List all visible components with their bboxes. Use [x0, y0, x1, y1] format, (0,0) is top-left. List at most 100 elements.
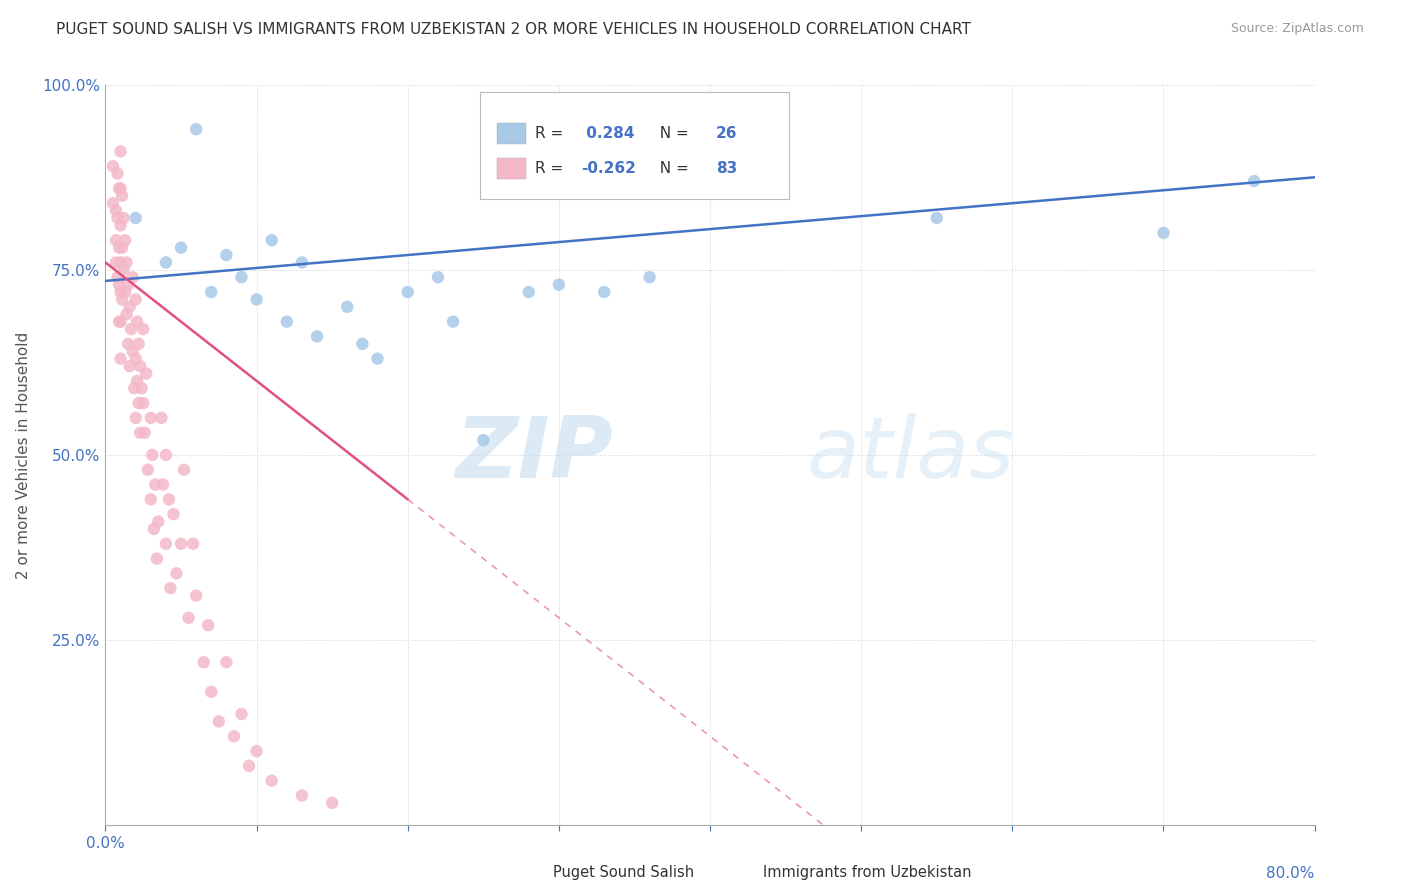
Text: Immigrants from Uzbekistan: Immigrants from Uzbekistan [763, 865, 972, 880]
Point [222, 729, 245, 743]
Point [215, 248, 238, 262]
FancyBboxPatch shape [498, 123, 526, 145]
Point [517, 285, 540, 299]
Point [352, 336, 374, 351]
Point [124, 351, 148, 366]
FancyBboxPatch shape [519, 863, 547, 884]
Point [111, 189, 134, 203]
Point [186, 122, 208, 136]
Point [117, 277, 139, 292]
Point [107, 211, 129, 225]
Point [396, 285, 419, 299]
Point [260, 233, 283, 247]
Point [105, 255, 128, 269]
Point [120, 322, 142, 336]
Text: 26: 26 [716, 127, 738, 141]
Point [129, 359, 152, 373]
Point [197, 618, 219, 632]
Point [131, 381, 153, 395]
Point [177, 611, 200, 625]
Point [193, 655, 215, 669]
Text: 80.0%: 80.0% [1267, 866, 1315, 880]
Point [110, 219, 132, 233]
Text: PUGET SOUND SALISH VS IMMIGRANTS FROM UZBEKISTAN 2 OR MORE VEHICLES IN HOUSEHOLD: PUGET SOUND SALISH VS IMMIGRANTS FROM UZ… [56, 22, 972, 37]
Point [111, 293, 134, 307]
Point [134, 425, 156, 440]
Text: Source: ZipAtlas.com: Source: ZipAtlas.com [1230, 22, 1364, 36]
Point [110, 181, 132, 195]
Point [155, 448, 177, 462]
Point [231, 706, 253, 721]
Point [105, 203, 128, 218]
Point [128, 336, 150, 351]
Point [139, 492, 162, 507]
Point [112, 211, 135, 225]
Point [114, 233, 136, 247]
Point [108, 315, 131, 329]
Text: R =: R = [534, 127, 568, 141]
Point [186, 589, 208, 603]
Point [127, 374, 149, 388]
Point [307, 329, 329, 343]
Point [107, 167, 129, 181]
Point [166, 566, 188, 581]
Text: 83: 83 [716, 161, 737, 176]
Text: R =: R = [534, 161, 568, 176]
Point [170, 241, 193, 255]
Point [121, 344, 143, 359]
Point [108, 241, 131, 255]
Point [124, 410, 148, 425]
Point [200, 285, 222, 299]
Point [118, 359, 141, 373]
Point [124, 211, 148, 225]
FancyBboxPatch shape [481, 92, 789, 200]
Point [132, 322, 155, 336]
Text: atlas: atlas [807, 413, 1015, 497]
Point [105, 233, 128, 247]
Point [159, 581, 181, 595]
Y-axis label: 2 or more Vehicles in Household: 2 or more Vehicles in Household [17, 331, 31, 579]
Point [110, 145, 132, 159]
Point [135, 367, 157, 381]
Point [111, 241, 134, 255]
Point [321, 796, 343, 810]
Point [208, 714, 231, 729]
Point [132, 396, 155, 410]
Point [152, 477, 174, 491]
Point [638, 270, 661, 285]
Point [143, 477, 166, 491]
Text: Puget Sound Salish: Puget Sound Salish [553, 865, 693, 880]
Point [291, 789, 314, 803]
Point [427, 270, 450, 285]
Point [215, 655, 238, 669]
Point [115, 307, 138, 321]
Point [128, 396, 150, 410]
Point [181, 537, 204, 551]
Point [110, 315, 132, 329]
Point [336, 300, 359, 314]
Point [1153, 226, 1175, 240]
Point [108, 181, 131, 195]
Point [101, 196, 124, 211]
Point [110, 351, 132, 366]
Point [112, 263, 135, 277]
FancyBboxPatch shape [730, 863, 758, 884]
Point [231, 270, 253, 285]
Point [118, 300, 141, 314]
Point [115, 255, 138, 269]
Point [441, 315, 464, 329]
Point [142, 522, 165, 536]
Point [146, 551, 169, 566]
Point [173, 463, 195, 477]
Point [136, 463, 159, 477]
Point [101, 159, 124, 173]
Point [122, 381, 145, 395]
Point [157, 492, 180, 507]
Point [170, 537, 193, 551]
Point [276, 315, 298, 329]
Point [260, 773, 283, 788]
Point [366, 351, 388, 366]
Point [155, 255, 177, 269]
Point [291, 255, 314, 269]
Point [162, 507, 184, 521]
